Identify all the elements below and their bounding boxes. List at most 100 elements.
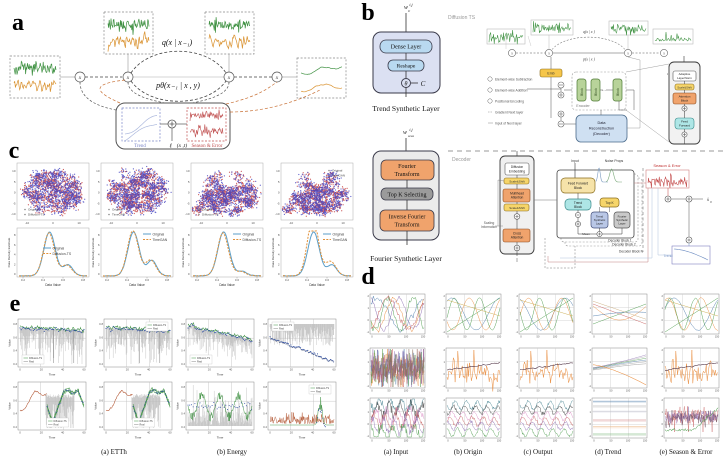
svg-text:10: 10 <box>161 221 165 225</box>
svg-text:10: 10 <box>96 169 100 173</box>
svg-text:-10: -10 <box>11 212 16 216</box>
svg-text:0.4: 0.4 <box>263 349 267 353</box>
svg-text:Real: Real <box>140 424 145 427</box>
svg-text:Reconstruction: Reconstruction <box>589 127 614 131</box>
svg-text:Transform: Transform <box>394 171 419 178</box>
svg-text:0.4: 0.4 <box>13 412 17 416</box>
svg-text:Scaling: Scaling <box>484 221 495 225</box>
svg-text:0: 0 <box>710 200 712 204</box>
svg-text:Fourier Synthetic Layer: Fourier Synthetic Layer <box>370 254 442 263</box>
svg-text:-10: -10 <box>289 221 294 225</box>
svg-text:(e) Season & Error: (e) Season & Error <box>659 448 713 456</box>
svg-text:0: 0 <box>517 318 519 322</box>
svg-text:0: 0 <box>590 318 592 322</box>
svg-text:2: 2 <box>368 348 370 352</box>
svg-text:Real: Real <box>197 361 202 364</box>
svg-text:0.8: 0.8 <box>181 322 185 326</box>
svg-text:100: 100 <box>553 438 558 442</box>
svg-text:100: 100 <box>698 334 703 338</box>
svg-text:100: 100 <box>480 334 485 338</box>
svg-text:(a) ETTh: (a) ETTh <box>101 448 127 456</box>
svg-text:0: 0 <box>662 318 664 322</box>
svg-text:Top K: Top K <box>605 201 614 205</box>
svg-text:-1: -1 <box>661 434 664 438</box>
svg-text:-1: -1 <box>589 434 592 438</box>
svg-text:1: 1 <box>590 410 592 414</box>
svg-text:Diffusion-TS: Diffusion-TS <box>28 213 44 217</box>
svg-text:-5: -5 <box>13 201 16 205</box>
svg-text:10: 10 <box>12 169 16 173</box>
svg-text:(c) Output: (c) Output <box>524 448 553 456</box>
svg-text:4: 4 <box>188 253 190 257</box>
svg-text:Data: Data <box>597 121 606 125</box>
svg-text:Diffusion-TS: Diffusion-TS <box>197 357 211 360</box>
svg-text:Information: Information <box>481 225 497 229</box>
svg-text:1: 1 <box>368 306 370 310</box>
svg-text:5: 5 <box>98 180 100 184</box>
svg-text:150: 150 <box>643 388 648 392</box>
svg-text:-1: -1 <box>367 384 370 388</box>
svg-text:0.4: 0.4 <box>215 278 220 282</box>
svg-text:0.6: 0.6 <box>13 398 17 402</box>
svg-text:4: 4 <box>14 253 16 257</box>
svg-text:Cross: Cross <box>513 231 522 235</box>
svg-text:2: 2 <box>662 348 664 352</box>
svg-text:Fourier: Fourier <box>618 215 627 219</box>
svg-text:0.2: 0.2 <box>13 425 17 429</box>
svg-text:Block: Block <box>594 88 598 96</box>
svg-text:Time: Time <box>135 373 142 377</box>
svg-text:100: 100 <box>698 438 703 442</box>
svg-text:150: 150 <box>643 334 648 338</box>
svg-text:2: 2 <box>444 398 446 402</box>
svg-text:Element-wise Addition: Element-wise Addition <box>495 88 528 92</box>
svg-text:1: 1 <box>444 410 446 414</box>
svg-text:-1: -1 <box>443 384 446 388</box>
svg-text:x̂: x̂ <box>706 197 709 202</box>
svg-text:50: 50 <box>388 334 391 338</box>
svg-text:TimeGAN: TimeGAN <box>112 213 125 217</box>
svg-text:0: 0 <box>517 422 519 426</box>
svg-text:-1: -1 <box>516 330 519 334</box>
svg-text:Multihead: Multihead <box>510 191 524 195</box>
svg-text:100: 100 <box>626 334 631 338</box>
svg-text:x: x <box>78 75 82 81</box>
svg-text:Original: Original <box>332 169 343 173</box>
svg-text:20: 20 <box>290 368 294 372</box>
svg-text:0: 0 <box>368 422 370 426</box>
svg-text:150: 150 <box>497 438 502 442</box>
svg-text:Time: Time <box>299 436 306 440</box>
svg-text:150: 150 <box>570 438 575 442</box>
svg-text:Original: Original <box>333 232 345 236</box>
svg-text:0.8: 0.8 <box>263 385 267 389</box>
svg-text:Transform: Transform <box>394 222 419 229</box>
svg-text:2: 2 <box>14 262 16 266</box>
svg-text:x: x <box>510 52 513 56</box>
svg-text:Reshape: Reshape <box>397 64 416 70</box>
svg-text:6: 6 <box>98 243 100 247</box>
svg-text:0.6: 0.6 <box>181 398 185 402</box>
svg-text:Inverse Fourier: Inverse Fourier <box>389 215 426 221</box>
svg-text:x: x <box>626 52 629 56</box>
svg-text:100: 100 <box>626 388 631 392</box>
svg-text:...: ... <box>602 87 606 92</box>
svg-text:Time: Time <box>135 436 142 440</box>
svg-text:100: 100 <box>404 334 409 338</box>
svg-text:60: 60 <box>168 368 172 372</box>
svg-text:1: 1 <box>517 306 519 310</box>
svg-text:e: e <box>10 291 21 317</box>
svg-text:10: 10 <box>186 169 190 173</box>
svg-text:0.4: 0.4 <box>41 278 46 282</box>
svg-text:10: 10 <box>276 169 280 173</box>
svg-text:Attention: Attention <box>511 196 524 200</box>
svg-text:0: 0 <box>136 221 138 225</box>
svg-text:Adaptive: Adaptive <box>679 72 691 76</box>
svg-text:8: 8 <box>278 233 280 237</box>
svg-text:5: 5 <box>188 180 190 184</box>
svg-text:2: 2 <box>590 398 592 402</box>
svg-text:0: 0 <box>593 388 595 392</box>
svg-text:40: 40 <box>61 431 65 435</box>
svg-text:0: 0 <box>665 334 667 338</box>
svg-text:100: 100 <box>698 388 703 392</box>
svg-text:60: 60 <box>332 431 336 435</box>
svg-text:(b) Energy: (b) Energy <box>217 448 247 456</box>
